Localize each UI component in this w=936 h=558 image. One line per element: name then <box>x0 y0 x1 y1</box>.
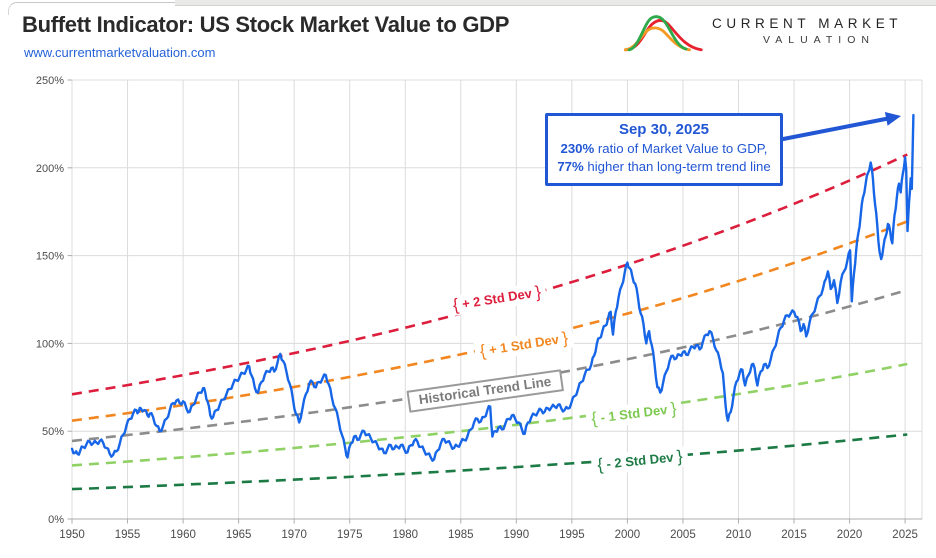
window-top-strip <box>175 0 936 6</box>
y-tick-label: 150% <box>36 251 64 263</box>
x-tick-label: 1975 <box>337 529 363 541</box>
x-tick-label: 1990 <box>504 529 530 541</box>
y-tick-label: 100% <box>36 338 64 350</box>
market-value-line <box>70 113 915 462</box>
x-tick-label: 1995 <box>559 529 585 541</box>
logo-text: CURRENT MARKET VALUATION <box>712 16 926 46</box>
trend-line-minus-2-std-dev <box>71 433 908 491</box>
annotation-line2: 77% higher than long-term trend line <box>557 159 771 175</box>
website-link[interactable]: www.currentmarketvaluation.com <box>24 45 216 60</box>
x-tick-label: 1980 <box>392 529 418 541</box>
x-tick-label: 2025 <box>892 529 918 541</box>
y-tick-label: 250% <box>36 75 64 87</box>
trend-line-minus-1-std-dev <box>71 362 908 467</box>
y-tick-label: 200% <box>36 163 64 175</box>
trend-line-plus-1-std-dev <box>71 220 908 422</box>
logo-line1: CURRENT MARKET <box>712 16 903 31</box>
x-tick-label: 1970 <box>281 529 307 541</box>
annotation-line1: 230% ratio of Market Value to GDP, <box>560 141 768 156</box>
trend-line-historical-trend-line <box>71 288 908 443</box>
logo-bell-curves-icon <box>624 15 703 52</box>
x-tick-label: 2020 <box>837 529 863 541</box>
y-tick-label: 0% <box>48 514 64 526</box>
x-tick-label: 2015 <box>781 529 807 541</box>
annotation-arrow <box>772 116 889 143</box>
x-tick-label: 1965 <box>226 529 252 541</box>
x-tick-label: 2010 <box>726 529 752 541</box>
brand-logo: CURRENT MARKET VALUATION <box>620 6 930 58</box>
annotation-arrowhead-icon <box>884 112 901 126</box>
x-tick-label: 1985 <box>448 529 474 541</box>
annotation-date: Sep 30, 2025 <box>618 121 710 138</box>
x-tick-label: 2000 <box>615 529 641 541</box>
x-tick-label: 1960 <box>170 529 196 541</box>
y-tick-label: 50% <box>42 426 64 438</box>
x-tick-label: 2005 <box>670 529 696 541</box>
window-top-edge <box>8 2 176 15</box>
page-title: Buffett Indicator: US Stock Market Value… <box>22 12 510 37</box>
x-tick-label: 1955 <box>115 529 141 541</box>
logo-line2: VALUATION <box>763 34 875 46</box>
x-tick-label: 1950 <box>59 529 85 541</box>
annotation-callout: Sep 30, 2025 230% ratio of Market Value … <box>545 113 783 187</box>
